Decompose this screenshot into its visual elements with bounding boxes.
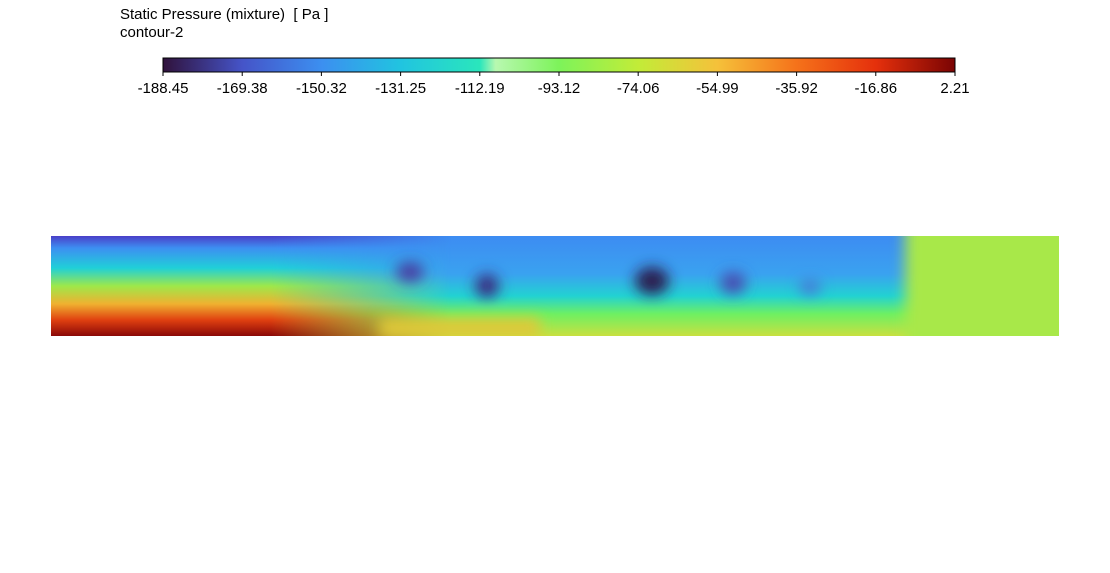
tick-label: 2.21: [940, 80, 969, 97]
legend-title: Static Pressure (mixture) [ Pa ]: [120, 6, 329, 23]
tick-label: -188.45: [138, 80, 189, 97]
tick-label: -131.25: [375, 80, 426, 97]
legend-subtitle: contour-2: [120, 24, 184, 41]
contour-field: [51, 236, 1059, 336]
tick-label: -150.32: [296, 80, 347, 97]
tick-label: -74.06: [617, 80, 660, 97]
tick-label: -112.19: [455, 80, 505, 97]
tick-label: -169.38: [217, 80, 268, 97]
tick-label: -35.92: [775, 80, 818, 97]
tick-label: -93.12: [538, 80, 581, 97]
colorbar: [162, 57, 956, 73]
tick-label: -54.99: [696, 80, 739, 97]
tick-label: -16.86: [855, 80, 898, 97]
